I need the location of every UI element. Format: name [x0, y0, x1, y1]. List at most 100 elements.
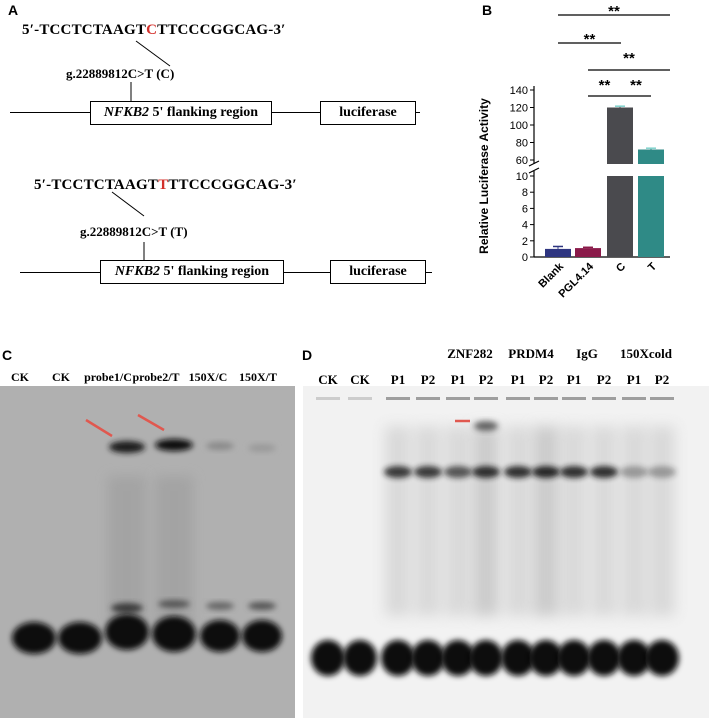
lane-label: CK [52, 370, 70, 384]
gel-well [650, 397, 674, 400]
gene-name: NFKB2 [103, 105, 150, 120]
snp-label-t: g.22889812C>T (T) [80, 224, 188, 239]
region-label: 5' flanking region [160, 264, 270, 279]
gel-well [622, 397, 646, 400]
faint-band [248, 444, 276, 452]
free-probe-band [12, 622, 56, 654]
gel-well [534, 397, 558, 400]
gel-c [0, 386, 295, 718]
free-probe-band [242, 620, 282, 652]
gel-smear [533, 426, 559, 616]
sequence-suffix: TTCCCGGCAG-3′ [168, 177, 297, 193]
luciferase-bar-chart: 0 2 4 6 8 10 60 80 100 120 140 Relative Luciferase … [477, 3, 670, 300]
supershift-band [474, 421, 498, 431]
sequence-prefix: 5′-TCCTCTAAGT [22, 22, 147, 38]
lane-label: P1 [390, 372, 406, 387]
gel-smear [385, 426, 411, 616]
y-tick-label: 4 [522, 220, 528, 232]
y-tick-label: 100 [510, 120, 528, 132]
free-probe-band [557, 640, 591, 676]
lane-label: P1 [626, 372, 642, 387]
free-probe-band [617, 640, 651, 676]
luciferase-box: luciferase [330, 260, 426, 284]
lane-label: CK [350, 372, 370, 387]
free-probe-band [469, 640, 503, 676]
axis-break-mark [528, 160, 540, 167]
gel-well [316, 397, 340, 400]
lane-label: probe1/C [84, 370, 132, 384]
y-tick-label: 120 [510, 103, 528, 115]
panel-a-letter: A [8, 2, 19, 18]
region-label: 5' flanking region [149, 105, 259, 120]
group-label: PRDM4 [508, 346, 554, 361]
y-tick-label: 140 [510, 85, 528, 97]
sequence-suffix: TTCCCGGCAG-3′ [157, 22, 286, 38]
gel-well [506, 397, 530, 400]
bar-C [607, 176, 633, 257]
bar-Blank [545, 248, 571, 257]
free-probe-band [411, 640, 445, 676]
free-probe-band [311, 640, 345, 676]
y-axis-label: Relative Luciferase Activity [477, 98, 491, 254]
complex-band [472, 466, 500, 478]
gel-smear [505, 426, 531, 616]
shift-arrow [85, 418, 113, 438]
bar-upper-T [638, 149, 664, 164]
complex-band [414, 466, 442, 478]
group-label: IgG [576, 346, 598, 361]
free-probe-band [105, 614, 149, 650]
complex-band [560, 466, 588, 478]
bar-PGL4.14 [575, 248, 601, 257]
gel-well [386, 397, 410, 400]
y-tick-label: 6 [522, 203, 528, 215]
gel-d [303, 386, 709, 718]
lane-label: P1 [510, 372, 526, 387]
free-probe-band [152, 616, 196, 652]
y-tick-label: 10 [516, 171, 528, 183]
mutated-base: T [158, 177, 169, 193]
panel-b-letter: B [482, 2, 493, 18]
gel-well [348, 397, 372, 400]
gel-smear [415, 426, 441, 616]
free-probe-band [381, 640, 415, 676]
complex-band [384, 466, 412, 478]
gel-smear [591, 426, 617, 616]
bar-T [638, 176, 664, 257]
sequence-t-allele: 5′-TCCTCTAAGTTTTCCCGGCAG-3′ [34, 177, 297, 194]
significance-label: ** [584, 31, 596, 48]
luciferase-box: luciferase [320, 101, 416, 125]
significance-label: ** [608, 3, 620, 20]
flanking-region-box: NFKB2 5' flanking region [100, 260, 284, 284]
gel-smear [445, 426, 471, 616]
lane-label: P2 [596, 372, 612, 387]
lane-label: probe2/T [132, 370, 180, 384]
free-probe-band [501, 640, 535, 676]
complex-band [648, 466, 676, 478]
shifted-band [155, 439, 193, 451]
significance-label: ** [623, 50, 635, 67]
snp-label-c: g.22889812C>T (C) [66, 66, 175, 81]
complex-band [532, 466, 560, 478]
mid-band [206, 602, 234, 610]
mid-band [111, 603, 143, 613]
y-tick-label: 2 [522, 236, 528, 248]
mutated-base: C [146, 22, 158, 38]
complex-band [620, 466, 648, 478]
complex-band [590, 466, 618, 478]
free-probe-band [343, 640, 377, 676]
y-tick-label: 60 [516, 155, 528, 167]
panel-a-connectors [111, 40, 171, 260]
gel-smear [561, 426, 587, 616]
significance-label: ** [599, 77, 611, 94]
lane-label: P2 [478, 372, 494, 387]
panel-c-letter: C [2, 347, 13, 363]
gel-well [474, 397, 498, 400]
flanking-region-box: NFKB2 5' flanking region [90, 101, 272, 125]
free-probe-band [200, 620, 240, 652]
sequence-prefix: 5′-TCCTCTAAGT [34, 177, 159, 193]
lane-label: 150X/C [188, 370, 228, 384]
lane-label: P1 [450, 372, 466, 387]
faint-band [206, 442, 234, 450]
gel-well [416, 397, 440, 400]
panel-d-letter: D [302, 347, 313, 363]
